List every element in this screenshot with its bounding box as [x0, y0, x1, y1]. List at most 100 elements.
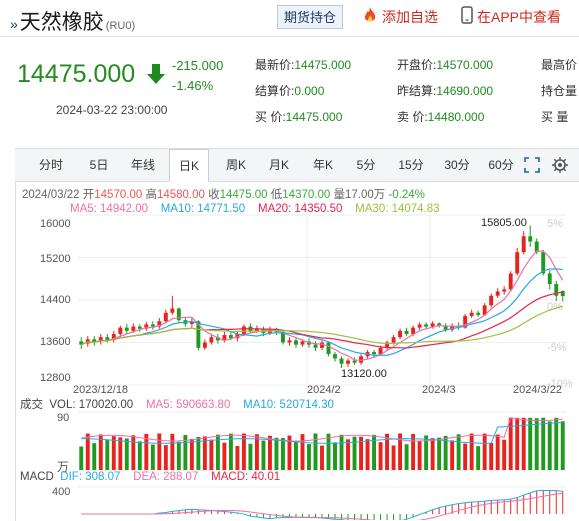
- candle-body: [215, 337, 220, 341]
- candle-body: [372, 352, 377, 355]
- volume-bar: [391, 445, 396, 470]
- volume-bar: [111, 436, 116, 470]
- settle-value: 0.000: [294, 84, 325, 98]
- volume-bar: [326, 433, 331, 470]
- macd-dea: DEA: 288.07: [133, 471, 199, 483]
- volume-bar: [352, 436, 357, 470]
- macd-dea-line: [81, 492, 563, 520]
- volume-ma10: MA10: 520714.30: [243, 399, 334, 411]
- add-watchlist-button[interactable]: 添加自选: [362, 6, 438, 27]
- tab-5min[interactable]: 5分: [356, 158, 376, 172]
- open-value: 14570.000: [436, 58, 494, 72]
- candle-body: [157, 321, 162, 327]
- volume-ma5-line: [81, 417, 563, 442]
- tab-daily-k[interactable]: 日K: [169, 149, 209, 182]
- candle-body: [294, 340, 298, 345]
- macd-top-tick: 400: [52, 486, 71, 498]
- tab-yearly-k[interactable]: 年K: [312, 158, 333, 172]
- candle-body: [144, 324, 149, 329]
- candle-body: [560, 290, 565, 297]
- ask-label: 卖 价:: [397, 110, 428, 124]
- volume-bar: [92, 443, 97, 470]
- candle-body: [111, 334, 116, 340]
- volume-bar: [274, 437, 279, 470]
- current-price: 14475.000: [17, 60, 136, 88]
- period-tabs: 分时 5日 年线 日K 周K 月K 年K 5分 15分 30分 60分: [15, 149, 579, 182]
- quote-col-1: 最新价:14475.000 结算价:0.000 买 价:14475.000: [255, 52, 351, 130]
- candle-body: [281, 331, 285, 343]
- candle-body: [398, 330, 403, 338]
- tab-weekly-k[interactable]: 周K: [225, 158, 246, 172]
- header-bar: »天然橡胶 (RU0) 期货持仓 添加自选 在APP中查看: [0, 0, 579, 37]
- macd-value: MACD: 40.01: [211, 471, 281, 483]
- quote-col-2: 开盘价:14570.000 昨结算:14690.000 卖 价:14480.00…: [397, 52, 493, 130]
- volume-bar: [215, 434, 220, 470]
- volume-bar: [105, 440, 110, 470]
- x-tick: 2023/12/18: [73, 384, 129, 396]
- candle-body: [508, 273, 513, 290]
- candle-body: [430, 323, 435, 327]
- candle-body: [235, 334, 240, 339]
- candle-body: [300, 341, 305, 345]
- tab-15min[interactable]: 15分: [398, 158, 424, 172]
- kline-high: 14580.00: [156, 189, 205, 201]
- volume-bar: [228, 433, 233, 470]
- y-tick: 13600: [40, 336, 71, 348]
- volume-bar: [482, 433, 487, 470]
- candle-body: [450, 325, 455, 330]
- candle-body: [241, 326, 246, 334]
- volume-bar: [85, 433, 90, 470]
- tab-30min[interactable]: 30分: [444, 158, 470, 172]
- macd-label: MACD: [20, 471, 54, 483]
- volume-bar: [261, 440, 266, 470]
- bid-value: 14475.000: [285, 110, 343, 124]
- settings-icon[interactable]: [549, 149, 571, 181]
- prev-settle-value: 14690.000: [436, 84, 494, 98]
- candle-body: [359, 356, 363, 363]
- open-app-button[interactable]: 在APP中查看: [461, 6, 561, 27]
- volume-bar: [222, 442, 227, 470]
- ma30-legend: MA30: 14074.83: [355, 203, 440, 215]
- candle-body: [534, 241, 539, 253]
- volume-bar: [359, 436, 363, 470]
- candle-body: [346, 360, 350, 364]
- candle-body: [320, 342, 324, 348]
- candle-body: [254, 328, 259, 331]
- hold-label: 持仓量: [541, 84, 578, 98]
- tab-yearline[interactable]: 年线: [130, 158, 155, 172]
- volume-bar: [333, 442, 337, 470]
- phone-icon: [461, 6, 473, 27]
- candle-body: [437, 323, 442, 326]
- volume-bar: [176, 441, 181, 470]
- tab-5day[interactable]: 5日: [89, 158, 109, 172]
- fullscreen-icon[interactable]: [521, 149, 543, 181]
- volume-bar: [443, 435, 448, 470]
- volume-value: VOL: 170020.00: [49, 399, 134, 411]
- volume-bar: [118, 437, 123, 470]
- volume-bar: [202, 436, 207, 470]
- volume-bar: [476, 446, 481, 470]
- volume-unit: 万: [57, 460, 70, 474]
- vol-label: 买 量: [541, 110, 569, 124]
- tab-timeshare[interactable]: 分时: [38, 158, 63, 172]
- volume-bar: [294, 440, 298, 470]
- change-percent: -1.46%: [172, 78, 214, 93]
- latest-value: 14475.000: [294, 58, 352, 72]
- candle-body: [469, 312, 474, 316]
- volume-bar: [150, 444, 155, 470]
- candle-body: [150, 324, 155, 327]
- kline-vol: 17.00万: [344, 189, 386, 201]
- candle-body: [118, 327, 123, 334]
- tab-monthly-k[interactable]: 月K: [268, 158, 289, 172]
- candle-body: [443, 325, 448, 330]
- candle-body: [170, 308, 175, 313]
- pct-tick: -10%: [547, 378, 573, 390]
- price-change: -215.000 -1.46%: [172, 56, 223, 96]
- y-tick: 16000: [40, 218, 71, 230]
- volume-bar: [372, 434, 377, 470]
- candle-body: [528, 236, 533, 242]
- candle-body: [339, 358, 344, 364]
- futures-holdings-button[interactable]: 期货持仓: [277, 5, 343, 29]
- tab-60min[interactable]: 60分: [488, 158, 514, 172]
